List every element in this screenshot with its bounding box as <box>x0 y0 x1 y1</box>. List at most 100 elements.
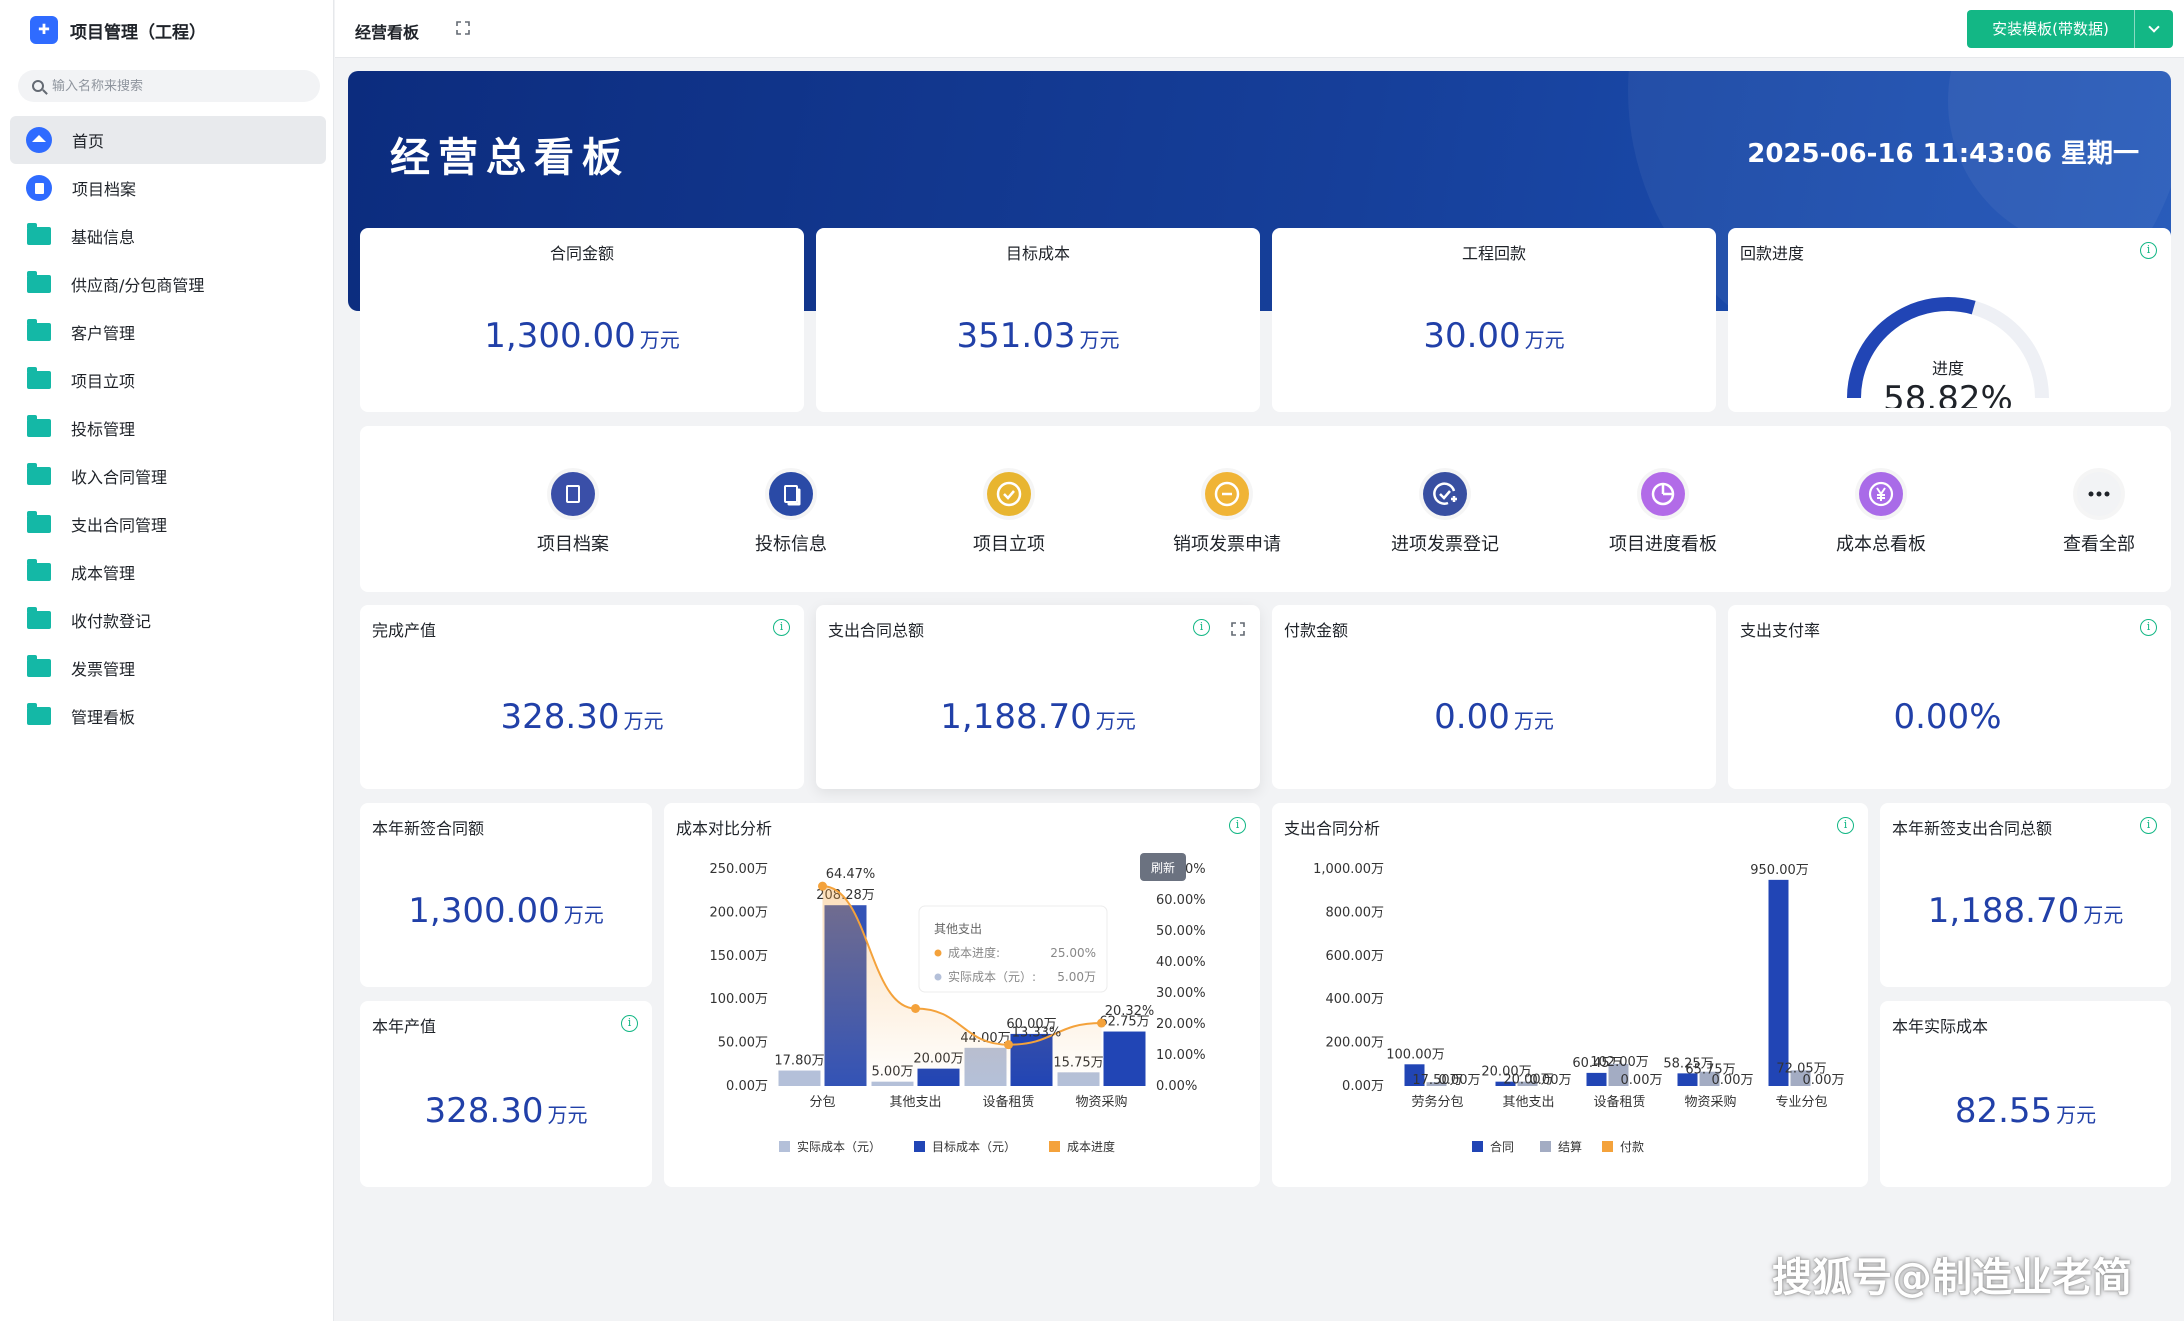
folder-icon <box>27 703 51 725</box>
quick-link-view-all[interactable]: 查看全部 <box>2019 472 2179 556</box>
app-logo[interactable]: ✚ 项目管理（工程） <box>30 16 206 44</box>
stat-value: 1,188.70 万元 <box>1880 891 2171 931</box>
bar-contract[interactable] <box>1495 1081 1516 1086</box>
progress-point[interactable] <box>818 881 827 891</box>
stat-card-payment-rate: 支出支付率 i 0.00% <box>1728 605 2171 789</box>
bar-settlement[interactable] <box>1517 1081 1538 1086</box>
x-tick-label: 分包 <box>809 1095 835 1110</box>
sidebar-item-project-approval[interactable]: 项目立项 <box>10 356 326 404</box>
legend-swatch[interactable] <box>1602 1141 1613 1152</box>
legend-swatch[interactable] <box>779 1141 790 1152</box>
stat-number: 0.00 <box>1434 697 1510 737</box>
sidebar-item-suppliers[interactable]: 供应商/分包商管理 <box>10 260 326 308</box>
info-icon[interactable]: i <box>773 619 790 636</box>
sidebar-item-invoices[interactable]: 发票管理 <box>10 644 326 692</box>
quick-link-purchase-invoice[interactable]: 进项发票登记 <box>1365 472 1525 556</box>
info-icon[interactable]: i <box>2140 242 2157 259</box>
sidebar-item-home[interactable]: 首页 <box>10 116 326 164</box>
sidebar-item-bidding[interactable]: 投标管理 <box>10 404 326 452</box>
legend-swatch[interactable] <box>1049 1141 1060 1152</box>
kpi-label: 回款进度 <box>1740 244 1805 263</box>
progress-gauge: 进度 58.82% <box>1847 297 2049 408</box>
stat-number: 328.30 <box>500 697 620 737</box>
bar-target-cost[interactable] <box>1103 1031 1146 1086</box>
bar-actual-cost[interactable] <box>778 1070 821 1086</box>
minus-icon <box>1205 472 1249 516</box>
install-template-button[interactable]: 安装模板(带数据) <box>1967 10 2173 48</box>
bar-contract[interactable] <box>1677 1073 1698 1086</box>
kpi-value: 30.00 万元 <box>1272 316 1716 356</box>
info-icon[interactable]: i <box>1193 619 1210 636</box>
quick-link-progress-board[interactable]: 项目进度看板 <box>1583 472 1743 556</box>
refresh-button[interactable]: 刷新 <box>1140 853 1186 881</box>
kpi-card-project-receipts: 工程回款 30.00 万元 <box>1272 228 1716 412</box>
bar-settlement[interactable] <box>1790 1070 1811 1086</box>
legend-label[interactable]: 实际成本（元） <box>797 1139 881 1154</box>
sidebar-item-expense-contracts[interactable]: 支出合同管理 <box>10 500 326 548</box>
legend-label[interactable]: 合同 <box>1490 1139 1514 1154</box>
sidebar-item-customers[interactable]: 客户管理 <box>10 308 326 356</box>
info-icon[interactable]: i <box>1229 817 1246 834</box>
quick-link-cost-board[interactable]: 成本总看板 <box>1801 472 1961 556</box>
stat-label: 本年新签合同额 <box>372 819 485 838</box>
info-icon[interactable]: i <box>2140 619 2157 636</box>
info-icon[interactable]: i <box>1837 817 1854 834</box>
document-icon <box>551 472 595 516</box>
kpi-number: 30.00 <box>1423 316 1521 356</box>
sidebar-nav: 首页 项目档案 基础信息 供应商/分包商管理 客户管理 项目立项 投标管理 收入… <box>10 116 326 740</box>
sidebar-item-dashboard[interactable]: 管理看板 <box>10 692 326 740</box>
quick-link-project-archive[interactable]: 项目档案 <box>493 472 653 556</box>
data-label: 17.50万 <box>1412 1073 1462 1088</box>
chevron-down-icon <box>2148 21 2160 33</box>
x-tick-label: 设备租赁 <box>1593 1094 1645 1110</box>
sidebar-item-income-contracts[interactable]: 收入合同管理 <box>10 452 326 500</box>
data-label: 20.00万 <box>1481 1065 1531 1080</box>
bar-settlement[interactable] <box>1699 1071 1720 1086</box>
install-dropdown-toggle[interactable] <box>2135 21 2173 33</box>
quick-link-label: 销项发票申请 <box>1173 534 1281 555</box>
search-box[interactable] <box>18 70 320 102</box>
legend-label[interactable]: 成本进度 <box>1067 1139 1115 1154</box>
data-label: 0.00万 <box>1712 1073 1754 1088</box>
fullscreen-icon[interactable] <box>455 20 471 36</box>
info-icon[interactable]: i <box>621 1015 638 1032</box>
bar-contract[interactable] <box>1768 879 1789 1086</box>
data-label: 20.00万 <box>1503 1073 1553 1088</box>
y-tick-label: 50.00万 <box>718 1036 768 1051</box>
info-icon[interactable]: i <box>2140 817 2157 834</box>
bar-contract[interactable] <box>1404 1064 1425 1086</box>
install-template-label[interactable]: 安装模板(带数据) <box>1967 10 2135 48</box>
y-tick-label: 400.00万 <box>1326 992 1385 1007</box>
breadcrumb[interactable]: 经营看板 <box>355 23 420 42</box>
quick-link-project-approval[interactable]: 项目立项 <box>929 472 1089 556</box>
folder-icon <box>27 271 51 293</box>
sidebar-item-project-archive[interactable]: 项目档案 <box>10 164 326 212</box>
sidebar-item-payments[interactable]: 收付款登记 <box>10 596 326 644</box>
sidebar-item-basic-info[interactable]: 基础信息 <box>10 212 326 260</box>
bar-settlement[interactable] <box>1608 1063 1629 1086</box>
bar-settlement[interactable] <box>1426 1082 1447 1086</box>
fullscreen-icon[interactable] <box>1230 621 1246 637</box>
progress-point[interactable] <box>1004 1040 1013 1050</box>
sidebar-item-cost[interactable]: 成本管理 <box>10 548 326 596</box>
progress-point[interactable] <box>1097 1018 1106 1028</box>
quick-link-label: 项目档案 <box>537 534 609 555</box>
stat-unit: 万元 <box>623 709 664 733</box>
quick-link-sales-invoice[interactable]: 销项发票申请 <box>1147 472 1307 556</box>
y-tick-label: 200.00万 <box>710 905 769 920</box>
sidebar-item-label: 发票管理 <box>71 660 136 679</box>
search-input[interactable] <box>52 78 292 94</box>
quick-link-bid-info[interactable]: 投标信息 <box>711 472 871 556</box>
stat-unit: 万元 <box>563 903 604 927</box>
stat-value: 0.00 万元 <box>1272 697 1716 737</box>
legend-swatch[interactable] <box>914 1141 925 1152</box>
progress-point[interactable] <box>911 1004 920 1013</box>
legend-swatch[interactable] <box>1472 1141 1483 1152</box>
legend-swatch[interactable] <box>1540 1141 1551 1152</box>
legend-label[interactable]: 结算 <box>1558 1139 1582 1154</box>
legend-label[interactable]: 目标成本（元） <box>932 1140 1016 1154</box>
legend-label[interactable]: 付款 <box>1620 1140 1644 1154</box>
data-label-progress: 13.33% <box>1012 1026 1062 1041</box>
bar-contract[interactable] <box>1586 1072 1607 1086</box>
refresh-label: 刷新 <box>1151 860 1175 875</box>
